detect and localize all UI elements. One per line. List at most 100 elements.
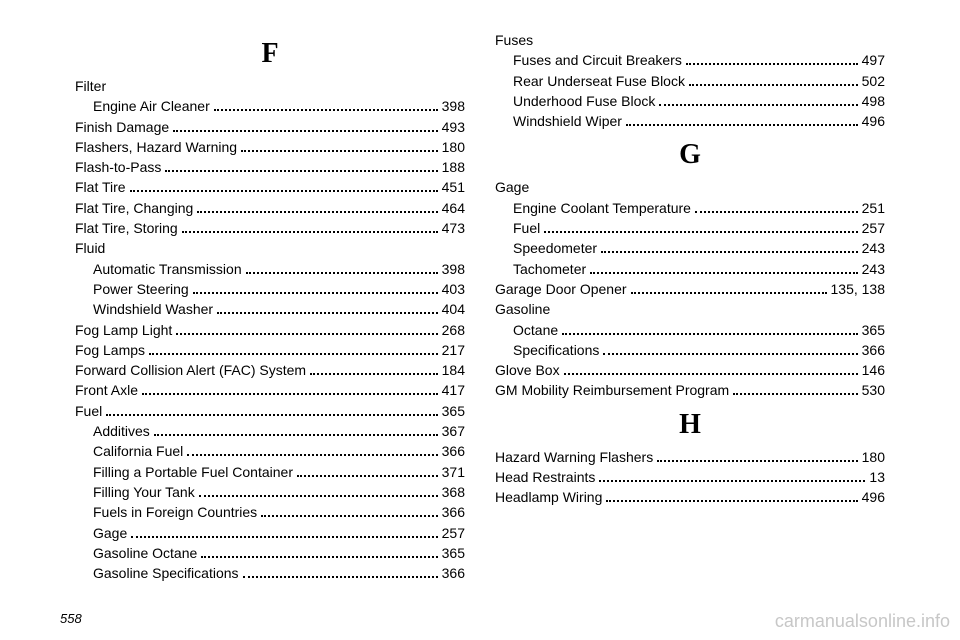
index-label: Finish Damage [75,117,169,137]
index-entry: GM Mobility Reimbursement Program530 [495,380,885,400]
left-column: FFilterEngine Air Cleaner398Finish Damag… [60,30,480,625]
leader-dots [601,251,858,253]
index-entry: Garage Door Opener135, 138 [495,279,885,299]
leader-dots [631,292,827,294]
page-ref: 403 [442,279,465,299]
page-ref: 243 [862,259,885,279]
right-column: FusesFuses and Circuit Breakers497Rear U… [480,30,900,625]
index-entry: Engine Coolant Temperature 251 [495,198,885,218]
leader-dots [201,556,437,558]
page-ref: 451 [442,177,465,197]
page-ref: 365 [862,320,885,340]
page-ref: 180 [442,137,465,157]
index-label: GM Mobility Reimbursement Program [495,380,729,400]
page-ref: 257 [862,218,885,238]
leader-dots [131,536,437,538]
page-ref: 365 [442,401,465,421]
index-entry: Glove Box146 [495,360,885,380]
index-label: Garage Door Opener [495,279,627,299]
leader-dots [590,272,857,274]
leader-dots [564,373,858,375]
page-ref: 417 [442,380,465,400]
index-label: Fuels in Foreign Countries [93,502,257,522]
page-ref: 502 [862,71,885,91]
leader-dots [657,460,857,462]
index-label: Tachometer [513,259,586,279]
index-label: Filling a Portable Fuel Container [93,462,293,482]
index-entry: Fog Lamp Light268 [75,320,465,340]
index-label: Filling Your Tank [93,482,195,502]
leader-dots [689,84,858,86]
index-label: California Fuel [93,441,183,461]
index-label: Front Axle [75,380,138,400]
index-entry: Rear Underseat Fuse Block502 [495,71,885,91]
page-ref: 251 [862,198,885,218]
leader-dots [733,393,857,395]
index-label: Speedometer [513,238,597,258]
page-ref: 404 [442,299,465,319]
index-entry: Fuel 257 [495,218,885,238]
leader-dots [695,211,858,213]
index-label: Windshield Washer [93,299,213,319]
leader-dots [197,211,437,213]
index-entry: Additives 367 [75,421,465,441]
page-ref: 188 [442,157,465,177]
leader-dots [310,373,438,375]
index-entry: Front Axle 417 [75,380,465,400]
index-group: Fluid [75,238,465,258]
index-group: Gasoline [495,299,885,319]
index-label: Fog Lamp Light [75,320,172,340]
index-label: Fog Lamps [75,340,145,360]
index-entry: Flat Tire, Changing464 [75,198,465,218]
leader-dots [187,454,437,456]
index-label: Flash-to-Pass [75,157,161,177]
index-label: Fuel [75,401,102,421]
page-ref: 371 [442,462,465,482]
index-entry: Finish Damage 493 [75,117,465,137]
index-entry: Flat Tire451 [75,177,465,197]
leader-dots [599,480,865,482]
index-group: Gage [495,177,885,197]
index-entry: Windshield Washer 404 [75,299,465,319]
index-label: Power Steering [93,279,189,299]
page-ref: 464 [442,198,465,218]
page-ref: 367 [442,421,465,441]
index-entry: Head Restraints13 [495,467,885,487]
leader-dots [243,576,438,578]
leader-dots [297,475,438,477]
index-entry: Gage257 [75,523,465,543]
index-label: Gage [495,177,529,197]
index-entry: Gasoline Specifications366 [75,563,465,583]
index-entry: Gasoline Octane365 [75,543,465,563]
leader-dots [217,312,438,314]
page-ref: 473 [442,218,465,238]
index-label: Glove Box [495,360,560,380]
leader-dots [182,231,438,233]
index-label: Fuel [513,218,540,238]
leader-dots [142,393,438,395]
index-group: Filter [75,76,465,96]
index-label: Engine Air Cleaner [93,96,210,116]
page-ref: 368 [442,482,465,502]
leader-dots [193,292,438,294]
index-label: Underhood Fuse Block [513,91,655,111]
leader-dots [165,170,437,172]
page-ref: 366 [442,563,465,583]
leader-dots [214,109,438,111]
index-entry: Automatic Transmission398 [75,259,465,279]
index-entry: Flat Tire, Storing 473 [75,218,465,238]
leader-dots [603,353,857,355]
leader-dots [544,231,857,233]
index-label: Flashers, Hazard Warning [75,137,237,157]
index-label: Flat Tire, Storing [75,218,178,238]
index-entry: Tachometer 243 [495,259,885,279]
index-label: Fluid [75,238,105,258]
page-ref: 398 [442,96,465,116]
index-label: Gage [93,523,127,543]
index-entry: Power Steering 403 [75,279,465,299]
index-label: Engine Coolant Temperature [513,198,691,218]
index-entry: California Fuel366 [75,441,465,461]
index-label: Additives [93,421,150,441]
leader-dots [130,190,438,192]
page-ref: 493 [442,117,465,137]
